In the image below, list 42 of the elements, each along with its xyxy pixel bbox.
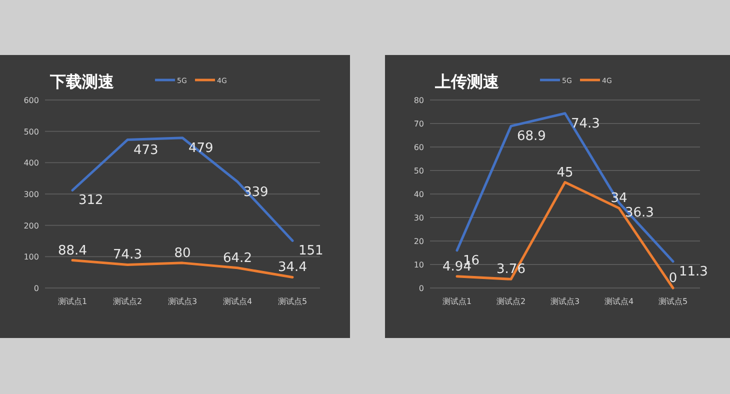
y-tick-label: 80 bbox=[414, 96, 424, 105]
y-tick-label: 300 bbox=[24, 190, 39, 199]
data-label: 11.3 bbox=[679, 264, 708, 280]
y-tick-label: 0 bbox=[418, 284, 424, 293]
chart-title: 下载测速 bbox=[49, 72, 115, 91]
data-label: 473 bbox=[134, 142, 158, 158]
y-tick-label: 400 bbox=[24, 158, 39, 168]
x-tick-label: 测试点2 bbox=[496, 297, 526, 306]
y-tick-label: 30 bbox=[414, 214, 424, 222]
y-tick-label: 40 bbox=[414, 190, 424, 199]
x-tick-label: 测试点1 bbox=[58, 297, 88, 306]
data-label: 151 bbox=[298, 244, 324, 259]
data-label: 74.3 bbox=[571, 116, 600, 132]
y-tick-label: 60 bbox=[414, 143, 424, 152]
data-label: 68.9 bbox=[517, 129, 546, 144]
y-tick-label: 0 bbox=[34, 284, 39, 293]
data-label: 74.3 bbox=[113, 248, 142, 263]
y-tick-label: 20 bbox=[414, 237, 424, 246]
y-tick-label: 50 bbox=[414, 166, 424, 176]
x-tick-label: 测试点3 bbox=[168, 297, 198, 306]
data-label: 34.4 bbox=[278, 260, 307, 276]
y-tick-label: 70 bbox=[414, 120, 424, 128]
x-tick-label: 测试点1 bbox=[442, 297, 472, 306]
x-tick-label: 测试点4 bbox=[222, 297, 252, 306]
chart-title: 上传测速 bbox=[434, 72, 500, 91]
y-tick-label: 500 bbox=[24, 127, 39, 136]
data-label: 80 bbox=[174, 246, 191, 261]
data-label: 312 bbox=[78, 193, 104, 208]
y-tick-label: 100 bbox=[24, 252, 39, 262]
x-tick-label: 测试点4 bbox=[604, 297, 634, 306]
y-tick-label: 600 bbox=[24, 96, 39, 105]
data-label: 64.2 bbox=[223, 250, 252, 266]
data-label: 45 bbox=[556, 165, 574, 180]
line-series bbox=[71, 136, 294, 242]
data-label: 88.4 bbox=[58, 243, 87, 258]
x-tick-label: 测试点5 bbox=[278, 297, 308, 306]
x-tick-label: 测试点2 bbox=[112, 297, 142, 306]
y-tick-label: 200 bbox=[24, 221, 39, 230]
data-label: 0 bbox=[668, 271, 678, 286]
x-tick-label: 测试点3 bbox=[550, 297, 580, 306]
x-tick-label: 测试点5 bbox=[658, 297, 688, 306]
y-tick-label: 10 bbox=[414, 260, 424, 270]
